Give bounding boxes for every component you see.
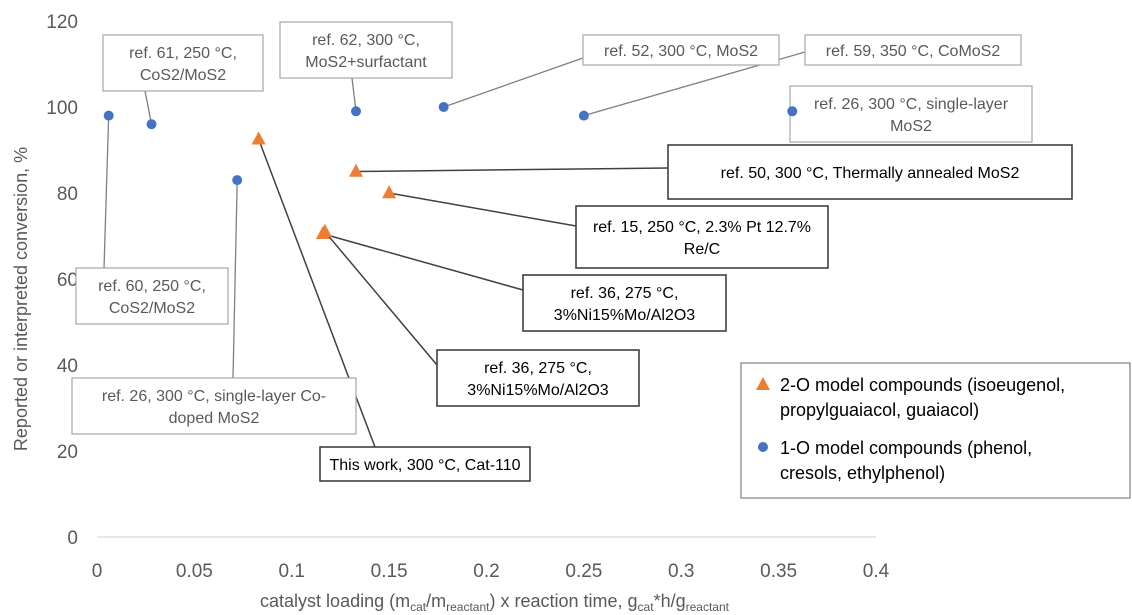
annotation-label: 3%Ni15%Mo/Al2O3 bbox=[467, 382, 609, 399]
data-point-circle bbox=[103, 110, 114, 121]
annotation-box bbox=[279, 21, 453, 79]
y-tick-label: 120 bbox=[46, 12, 78, 33]
legend-marker-circle bbox=[758, 442, 768, 452]
x-axis-title-subscript: cat bbox=[638, 600, 655, 614]
annotation-box bbox=[71, 377, 357, 435]
annotation-box bbox=[436, 349, 640, 407]
annotation-leader-line bbox=[232, 180, 238, 379]
annotation-label: 3%Ni15%Mo/Al2O3 bbox=[554, 307, 696, 324]
annotation-leader-line bbox=[443, 57, 584, 108]
legend-label: cresols, ethylphenol) bbox=[780, 463, 945, 483]
y-tick-label: 40 bbox=[57, 356, 78, 377]
annotation-box bbox=[75, 267, 229, 325]
annotation-label: MoS2 bbox=[890, 118, 932, 135]
x-tick-label: 0.3 bbox=[668, 561, 694, 582]
axes: 0 0.05 0.1 0.15 0.2 0.25 0.3 0.35 0.4 0 20 40 60 80 10… bbox=[11, 12, 890, 614]
annotation-boxes: This work, 300 °C, Cat-110 ref. 36, 275 °… bbox=[71, 21, 1073, 482]
data-point-circle bbox=[146, 119, 157, 130]
x-axis-title-part: *h/g bbox=[654, 591, 686, 611]
data-point-circle bbox=[578, 110, 589, 121]
annotation-label: ref. 52, 300 °C, MoS2 bbox=[604, 43, 758, 60]
data-point-circle bbox=[438, 102, 449, 112]
x-tick-label: 0.05 bbox=[176, 561, 213, 582]
annotation-label: doped MoS2 bbox=[169, 410, 260, 427]
annotation-label: ref. 60, 250 °C, bbox=[98, 278, 206, 295]
annotation-label: ref. 62, 300 °C, bbox=[312, 32, 420, 49]
legend-label: 2-O model compounds (isoeugenol, bbox=[780, 375, 1065, 395]
annotation-leader-line bbox=[322, 233, 524, 291]
data-point-circle bbox=[351, 106, 362, 117]
annotation-leader-line bbox=[356, 167, 669, 173]
annotation-leader-line bbox=[324, 231, 438, 366]
legend-marker-triangle bbox=[756, 377, 770, 390]
legend-label: 1-O model compounds (phenol, bbox=[780, 438, 1032, 458]
y-tick-label: 80 bbox=[57, 184, 78, 205]
x-axis-title-subscript: cat bbox=[410, 600, 427, 614]
annotation-box bbox=[575, 205, 829, 269]
data-point-triangle bbox=[317, 223, 332, 237]
x-axis-title-part: catalyst loading (m bbox=[260, 591, 410, 611]
x-axis-title-part: ) x reaction time, g bbox=[489, 591, 637, 611]
data-markers bbox=[103, 102, 798, 240]
annotation-label: This work, 300 °C, Cat-110 bbox=[329, 457, 520, 474]
x-axis-title-subscript: reactant bbox=[686, 600, 730, 614]
x-tick-label: 0.25 bbox=[565, 561, 602, 582]
x-tick-label: 0.15 bbox=[371, 561, 408, 582]
x-axis-title-subscript: reactant bbox=[446, 600, 490, 614]
annotation-box bbox=[522, 274, 727, 332]
annotation-label: Re/C bbox=[684, 241, 720, 258]
legend-box bbox=[740, 362, 1131, 499]
annotation-leader-line bbox=[388, 192, 577, 227]
x-axis-title-part: /m bbox=[426, 591, 446, 611]
y-axis-title: Reported or interpreted conversion, % bbox=[11, 147, 31, 451]
y-tick-label: 20 bbox=[57, 442, 78, 463]
annotation-label: ref. 50, 300 °C, Thermally annealed MoS2 bbox=[721, 165, 1020, 182]
legend-label: propylguaiacol, guaiacol) bbox=[780, 400, 979, 420]
data-point-triangle bbox=[382, 185, 397, 199]
data-point-triangle bbox=[251, 131, 266, 145]
x-tick-label: 0 bbox=[92, 561, 103, 582]
annotation-label: ref. 36, 275 °C, bbox=[571, 285, 679, 302]
annotation-leader-line bbox=[103, 115, 110, 269]
annotation-leader-line bbox=[144, 90, 153, 125]
annotation-leader-line bbox=[351, 77, 357, 112]
x-tick-label: 0.35 bbox=[760, 561, 797, 582]
x-tick-label: 0.2 bbox=[473, 561, 499, 582]
annotation-label: CoS2/MoS2 bbox=[109, 300, 195, 317]
annotation-box bbox=[582, 34, 780, 66]
annotation-label: CoS2/MoS2 bbox=[140, 67, 226, 84]
data-point-circle bbox=[232, 175, 243, 186]
annotation-label: ref. 15, 250 °C, 2.3% Pt 12.7% bbox=[593, 219, 811, 236]
annotation-label: ref. 61, 250 °C, bbox=[129, 45, 237, 62]
y-tick-label: 0 bbox=[67, 528, 78, 549]
annotation-label: ref. 26, 300 °C, single-layer Co- bbox=[102, 388, 326, 405]
annotation-box bbox=[789, 85, 1033, 143]
annotation-label: ref. 36, 275 °C, bbox=[484, 360, 592, 377]
x-axis-title: catalyst loading (mcat/mreactant) x reac… bbox=[260, 591, 730, 614]
annotation-label: ref. 26, 300 °C, single-layer bbox=[814, 96, 1009, 113]
annotation-box bbox=[102, 34, 264, 92]
data-point-circle bbox=[787, 106, 798, 117]
y-tick-label: 100 bbox=[46, 98, 78, 119]
data-point-triangle bbox=[349, 163, 364, 177]
x-tick-label: 0.4 bbox=[863, 561, 890, 582]
annotation-box bbox=[319, 446, 531, 482]
x-tick-label: 0.1 bbox=[279, 561, 305, 582]
annotation-box bbox=[804, 34, 1022, 66]
annotation-box bbox=[667, 144, 1073, 200]
legend: 2-O model compounds (isoeugenol, propylgu… bbox=[740, 362, 1131, 499]
y-tick-label: 60 bbox=[57, 270, 78, 291]
annotation-label: MoS2+surfactant bbox=[305, 54, 427, 71]
annotation-label: ref. 59, 350 °C, CoMoS2 bbox=[826, 43, 1001, 60]
